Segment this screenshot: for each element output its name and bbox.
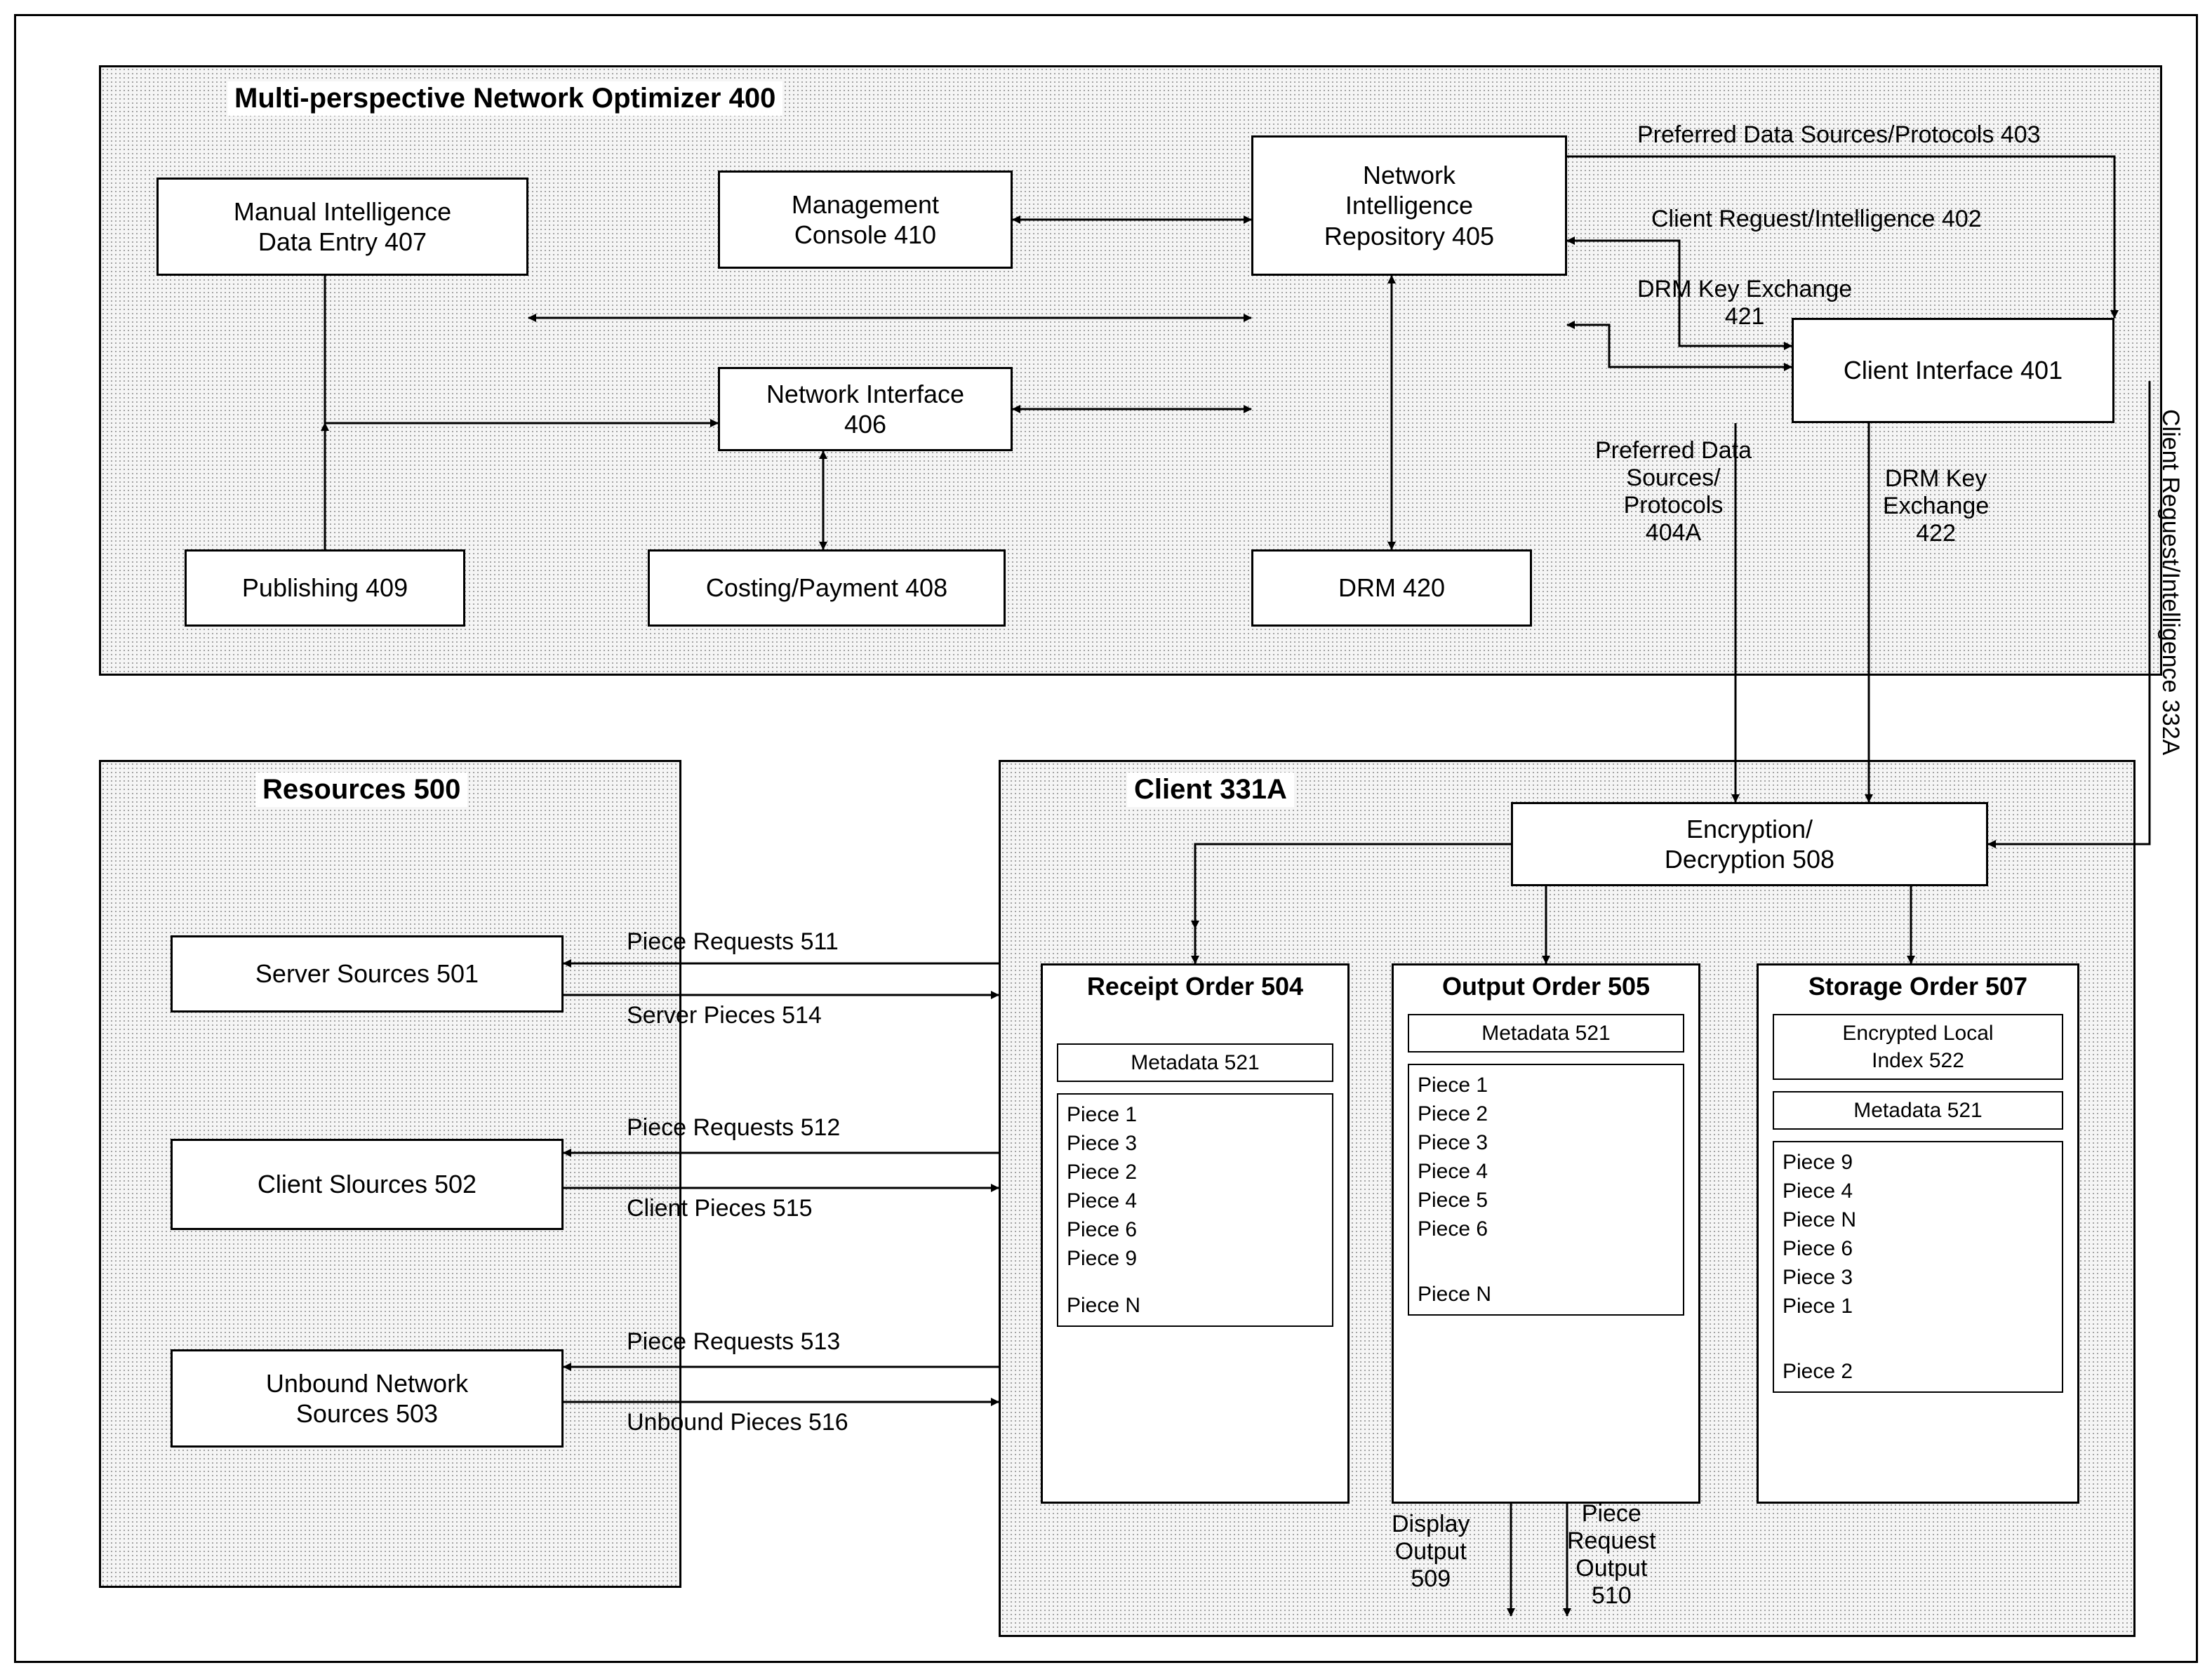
piece-item: Piece 3 [1067, 1129, 1324, 1158]
piece-item: Piece 2 [1418, 1100, 1674, 1128]
region-optimizer-title: Multi-perspective Network Optimizer 400 [227, 81, 782, 116]
piece-item: Piece N [1067, 1291, 1324, 1320]
box-encryption-decryption: Encryption/Decryption 508 [1511, 802, 1988, 886]
label-server-pieces-514: Server Pieces 514 [627, 1002, 822, 1029]
piece-item: Piece 6 [1067, 1215, 1324, 1244]
piece-item: Piece 3 [1783, 1263, 2053, 1292]
box-manual-intelligence: Manual IntelligenceData Entry 407 [156, 178, 528, 276]
region-client-title: Client 331A [1127, 773, 1294, 807]
storage-encrypted-index: Encrypted LocalIndex 522 [1773, 1014, 2063, 1080]
label-preferred-404a: Preferred DataSources/Protocols404A [1595, 437, 1752, 547]
storage-order-title: Storage Order 507 [1764, 971, 2072, 1001]
region-resources-title: Resources 500 [255, 773, 467, 807]
piece-item: Piece 1 [1418, 1071, 1674, 1100]
label-client-request-402: Client Reguest/Intelligence 402 [1651, 206, 1982, 233]
box-client-interface: Client Interface 401 [1792, 318, 2114, 423]
box-publishing: Publishing 409 [185, 549, 465, 627]
diagram-canvas: Multi-perspective Network Optimizer 400 … [14, 14, 2198, 1663]
box-server-sources: Server Sources 501 [171, 935, 564, 1013]
label-client-request-332a: Client Reguest/Intelligence 332A [2157, 409, 2184, 755]
piece-item: Piece 5 [1418, 1186, 1674, 1215]
output-metadata: Metadata 521 [1408, 1014, 1684, 1053]
storage-pieces: Piece 9Piece 4Piece NPiece 6Piece 3Piece… [1773, 1141, 2063, 1393]
piece-item: Piece 4 [1067, 1187, 1324, 1215]
output-order-title: Output Order 505 [1399, 971, 1693, 1001]
piece-item: Piece 4 [1783, 1177, 2053, 1205]
piece-item: Piece 1 [1067, 1100, 1324, 1129]
box-storage-order: Storage Order 507 Encrypted LocalIndex 5… [1757, 963, 2079, 1504]
box-output-order: Output Order 505 Metadata 521 Piece 1Pie… [1392, 963, 1700, 1504]
piece-item: Piece N [1783, 1205, 2053, 1234]
label-client-pieces-515: Client Pieces 515 [627, 1195, 813, 1222]
piece-item: Piece 9 [1783, 1148, 2053, 1177]
storage-metadata: Metadata 521 [1773, 1091, 2063, 1130]
label-drm-key-422: DRM KeyExchange422 [1883, 465, 1989, 547]
box-drm: DRM 420 [1251, 549, 1532, 627]
label-piece-requests-512: Piece Requests 512 [627, 1114, 840, 1142]
label-piece-requests-511: Piece Requests 511 [627, 928, 839, 956]
box-client-sources: Client Slources 502 [171, 1139, 564, 1230]
piece-item: Piece 9 [1067, 1244, 1324, 1273]
piece-item: Piece 6 [1418, 1215, 1674, 1243]
label-piece-requests-513: Piece Requests 513 [627, 1328, 840, 1356]
piece-item: Piece 6 [1783, 1234, 2053, 1263]
box-costing-payment: Costing/Payment 408 [648, 549, 1006, 627]
label-unbound-pieces-516: Unbound Pieces 516 [627, 1409, 848, 1436]
box-management-console: ManagementConsole 410 [718, 171, 1013, 269]
box-network-interface: Network Interface406 [718, 367, 1013, 451]
box-receipt-order: Receipt Order 504 Metadata 521 Piece 1Pi… [1041, 963, 1350, 1504]
label-piece-request-output-510: PieceRequestOutput510 [1567, 1500, 1656, 1610]
label-drm-key-421: DRM Key Exchange421 [1637, 276, 1852, 330]
output-pieces: Piece 1Piece 2Piece 3Piece 4Piece 5Piece… [1408, 1064, 1684, 1316]
receipt-pieces: Piece 1Piece 3Piece 2Piece 4Piece 6Piece… [1057, 1093, 1333, 1327]
piece-item: Piece 3 [1418, 1128, 1674, 1157]
label-preferred-403: Preferred Data Sources/Protocols 403 [1637, 121, 2041, 149]
piece-item: Piece N [1418, 1280, 1674, 1309]
box-unbound-sources: Unbound NetworkSources 503 [171, 1349, 564, 1448]
receipt-metadata: Metadata 521 [1057, 1043, 1333, 1082]
piece-item: Piece 2 [1783, 1357, 2053, 1386]
receipt-order-title: Receipt Order 504 [1048, 971, 1342, 1001]
box-network-intelligence-repository: NetworkIntelligenceRepository 405 [1251, 135, 1567, 276]
piece-item: Piece 1 [1783, 1292, 2053, 1321]
label-display-output-509: DisplayOutput509 [1392, 1511, 1470, 1593]
piece-item: Piece 2 [1067, 1158, 1324, 1187]
piece-item: Piece 4 [1418, 1157, 1674, 1186]
